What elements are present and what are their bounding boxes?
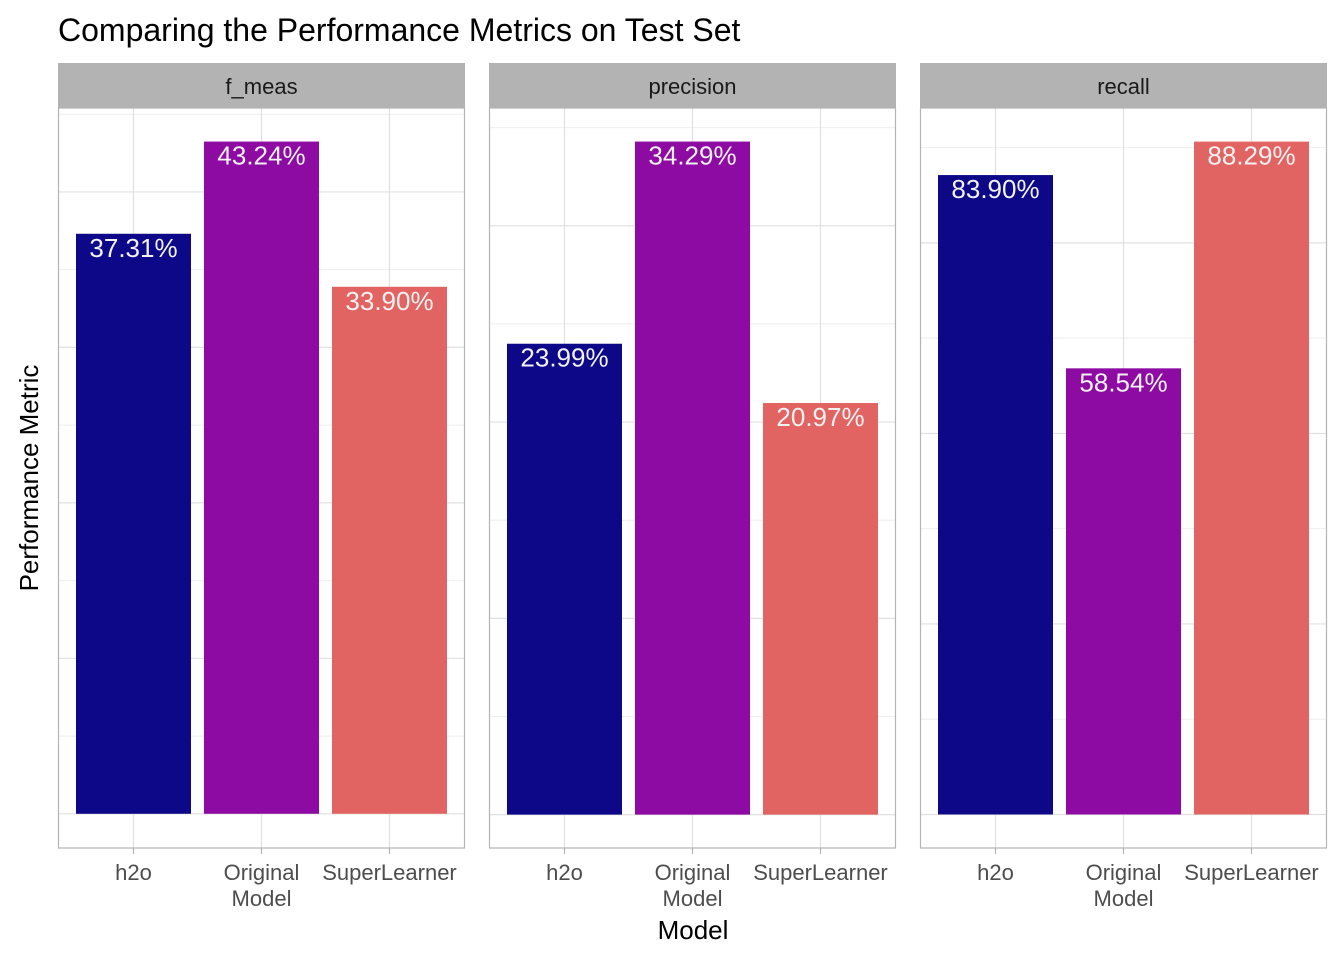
bar-data-label: 58.54%	[1079, 367, 1167, 397]
facet-strip-label: f_meas	[225, 74, 297, 99]
x-tick-label: SuperLearner	[1184, 860, 1319, 885]
x-tick-label: Model	[232, 886, 292, 911]
bar-recall-1	[1066, 368, 1181, 815]
facet-strip	[58, 63, 465, 108]
bar-data-label: 83.90%	[951, 174, 1039, 204]
x-tick-label: Original	[655, 860, 731, 885]
facet-strip-label: recall	[1097, 74, 1150, 99]
x-tick-label: h2o	[115, 860, 152, 885]
x-tick-label: h2o	[546, 860, 583, 885]
chart-title: Comparing the Performance Metrics on Tes…	[58, 12, 740, 48]
bar-f_meas-1	[204, 141, 319, 814]
x-tick-label: Original	[1086, 860, 1162, 885]
facet-f_meas: f_meas 37.31% 43.24% 33.90% h2o OriginalModel…	[57, 63, 466, 911]
facet-precision: precision 23.99% 34.29% 20.97% h2o OriginalMo…	[488, 63, 897, 911]
x-tick-label: Original	[224, 860, 300, 885]
bar-data-label: 37.31%	[89, 233, 177, 263]
x-tick-label: Model	[663, 886, 723, 911]
facet-recall: recall 83.90% 58.54% 88.29% h2o OriginalModel…	[919, 63, 1328, 911]
bar-f_meas-2	[332, 286, 447, 814]
bar-recall-2	[1194, 141, 1309, 815]
facet-strip-label: precision	[648, 74, 736, 99]
facet-strip	[489, 63, 896, 108]
bar-f_meas-0	[76, 233, 191, 814]
bar-precision-2	[763, 403, 878, 815]
x-tick-label: SuperLearner	[753, 860, 888, 885]
x-tick-label: h2o	[977, 860, 1014, 885]
bar-precision-0	[507, 343, 622, 815]
bar-data-label: 34.29%	[648, 141, 736, 171]
bar-precision-1	[635, 141, 750, 815]
bar-data-label: 23.99%	[520, 343, 608, 373]
bar-data-label: 43.24%	[217, 141, 305, 171]
x-tick-label: SuperLearner	[322, 860, 457, 885]
y-axis-label: Performance Metric	[14, 365, 44, 592]
x-tick-label: Model	[1094, 886, 1154, 911]
x-axis-label: Model	[658, 915, 729, 945]
bar-data-label: 20.97%	[776, 402, 864, 432]
bar-data-label: 33.90%	[345, 286, 433, 316]
bar-data-label: 88.29%	[1207, 141, 1295, 171]
bar-recall-0	[938, 175, 1053, 815]
facet-strip	[920, 63, 1327, 108]
